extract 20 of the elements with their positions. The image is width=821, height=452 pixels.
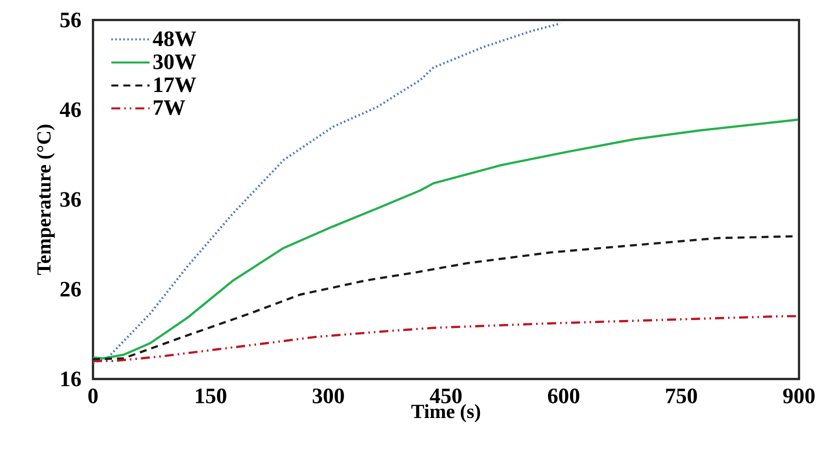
y-tick-label: 56 — [60, 12, 81, 28]
legend-label: 7W — [154, 100, 186, 116]
line-series — [93, 118, 800, 360]
x-tick-label: 0 — [88, 388, 98, 404]
legend-label: 30W — [153, 54, 196, 70]
x-tick-label: 900 — [783, 388, 815, 404]
y-axis-title: Temperature (°C) — [36, 124, 55, 275]
x-tick-label: 300 — [312, 388, 344, 404]
x-axis-title: Time (s) — [411, 404, 480, 422]
y-tick-label: 46 — [60, 102, 81, 118]
y-tick-label: 36 — [60, 192, 81, 207]
x-tick-label: 450 — [430, 388, 462, 404]
y-tick-label: 16 — [61, 372, 81, 386]
legend-label: 48W — [152, 31, 196, 46]
legend-label: 17W — [154, 77, 196, 92]
x-tick-label: 750 — [666, 388, 697, 404]
line-series — [93, 22, 562, 364]
x-tick-label: 600 — [548, 388, 580, 404]
y-tick-label: 26 — [60, 282, 81, 297]
x-tick-label: 150 — [196, 388, 226, 404]
